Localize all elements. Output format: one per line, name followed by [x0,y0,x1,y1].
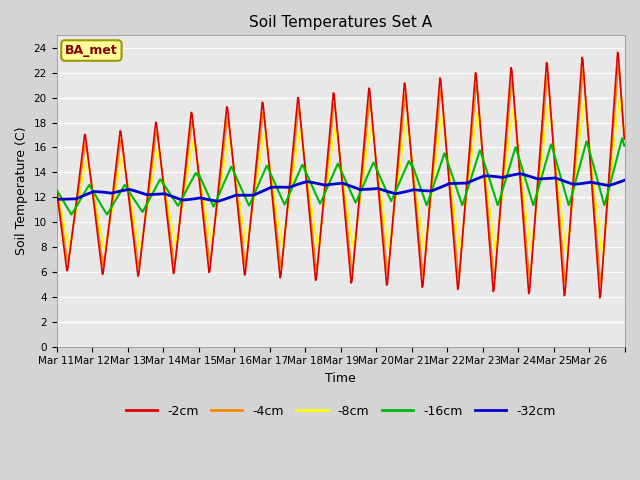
Legend: -2cm, -4cm, -8cm, -16cm, -32cm: -2cm, -4cm, -8cm, -16cm, -32cm [121,400,561,423]
Y-axis label: Soil Temperature (C): Soil Temperature (C) [15,127,28,255]
Title: Soil Temperatures Set A: Soil Temperatures Set A [249,15,433,30]
X-axis label: Time: Time [325,372,356,385]
Text: BA_met: BA_met [65,44,118,57]
